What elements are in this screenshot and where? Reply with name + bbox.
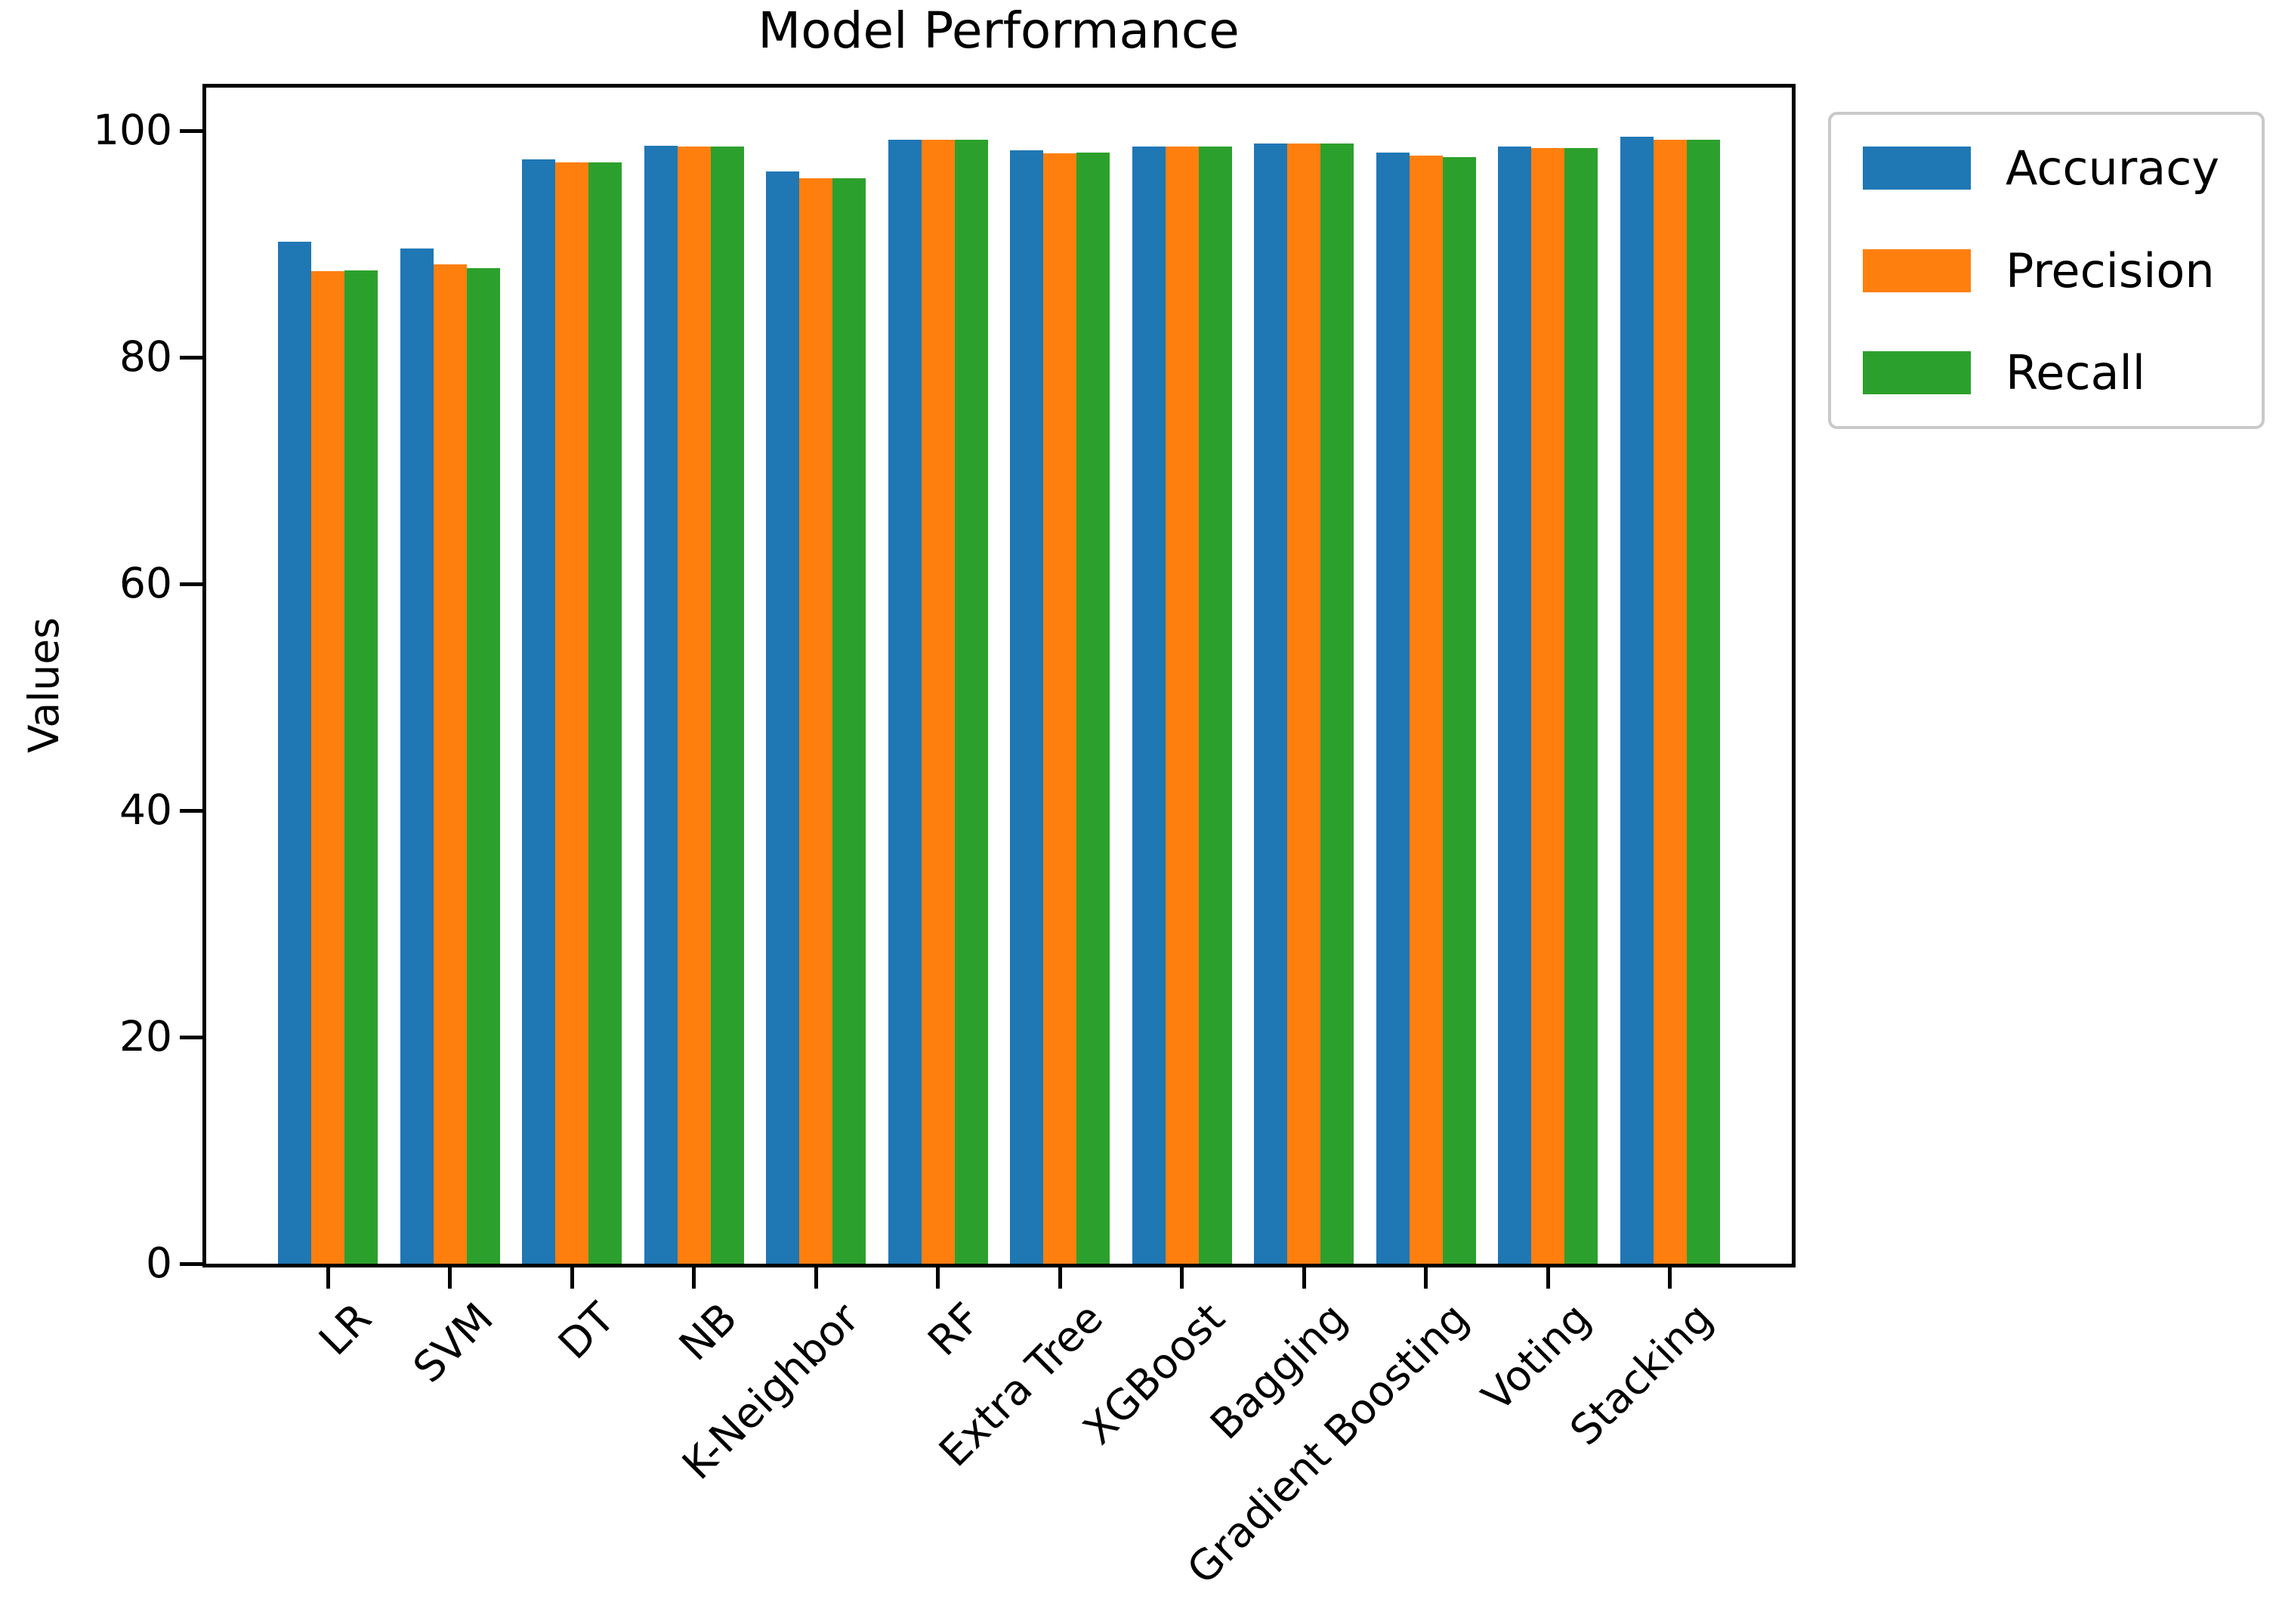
bar-precision-xgboost [1165, 147, 1199, 1264]
bar-accuracy-dt [522, 159, 556, 1264]
bar-accuracy-bagging [1254, 143, 1288, 1264]
bar-precision-k-neighbor [799, 178, 833, 1264]
y-tick-label: 60 [119, 559, 172, 607]
bar-recall-extra-tree [1076, 152, 1110, 1264]
bar-accuracy-voting [1498, 147, 1532, 1264]
bar-recall-bagging [1320, 143, 1354, 1264]
x-tick [692, 1267, 696, 1289]
y-tick-label: 100 [93, 106, 172, 154]
legend-label-precision: Precision [2006, 242, 2215, 298]
x-tick [814, 1267, 818, 1289]
bar-recall-gradient-boosting [1442, 156, 1476, 1264]
bar-recall-xgboost [1198, 147, 1232, 1264]
x-tick-label-rf: RF [918, 1293, 990, 1366]
legend-swatch-precision [1863, 249, 1971, 292]
y-tick-label: 0 [146, 1239, 172, 1287]
chart-title: Model Performance [758, 2, 1240, 60]
bar-precision-stacking [1653, 140, 1687, 1264]
legend-row-recall: Recall [1863, 345, 2230, 400]
legend-swatch-recall [1863, 351, 1971, 394]
bar-precision-dt [555, 162, 589, 1264]
x-tick [448, 1267, 452, 1289]
bar-precision-extra-tree [1043, 153, 1077, 1264]
bar-recall-lr [344, 270, 378, 1264]
x-tick-label-svm: SVM [403, 1293, 502, 1392]
x-tick-label-dt: DT [549, 1293, 625, 1369]
bar-precision-svm [433, 264, 467, 1264]
y-tick [180, 355, 202, 360]
legend-rows: Accuracy Precision Recall [1831, 115, 2262, 426]
bar-accuracy-stacking [1620, 136, 1654, 1264]
bar-accuracy-gradient-boosting [1376, 152, 1410, 1264]
bar-precision-gradient-boosting [1409, 156, 1443, 1264]
bar-precision-rf [921, 140, 955, 1264]
bar-precision-lr [311, 271, 345, 1264]
legend-label-recall: Recall [2006, 345, 2145, 400]
bar-accuracy-svm [400, 249, 434, 1264]
legend-row-precision: Precision [1863, 243, 2230, 298]
legend: Accuracy Precision Recall [1828, 112, 2265, 429]
bar-recall-nb [710, 147, 744, 1264]
bar-recall-k-neighbor [832, 178, 866, 1264]
x-tick [326, 1267, 330, 1289]
legend-label-accuracy: Accuracy [2006, 140, 2220, 196]
y-tick [180, 128, 202, 133]
bar-recall-stacking [1686, 140, 1720, 1264]
x-tick [1180, 1267, 1184, 1289]
x-tick [570, 1267, 574, 1289]
bar-recall-voting [1564, 147, 1598, 1264]
y-tick-label: 20 [119, 1012, 172, 1061]
x-tick [1546, 1267, 1550, 1289]
bar-precision-bagging [1287, 143, 1321, 1264]
x-tick-label-nb: NB [669, 1293, 746, 1370]
x-tick [1302, 1267, 1306, 1289]
y-tick [180, 1035, 202, 1039]
bar-recall-svm [466, 267, 500, 1264]
bar-accuracy-rf [888, 140, 922, 1264]
bar-precision-voting [1531, 147, 1565, 1264]
bar-recall-rf [954, 140, 988, 1264]
bar-recall-dt [588, 162, 622, 1264]
bar-accuracy-k-neighbor [766, 171, 800, 1264]
bar-accuracy-nb [644, 145, 678, 1264]
y-tick [180, 808, 202, 813]
x-tick [936, 1267, 940, 1289]
x-tick [1424, 1267, 1428, 1289]
x-tick [1668, 1267, 1672, 1289]
bar-accuracy-extra-tree [1010, 150, 1044, 1264]
y-tick [180, 1261, 202, 1266]
legend-swatch-accuracy [1863, 147, 1971, 190]
y-axis-label: Values [20, 617, 68, 753]
y-tick [180, 582, 202, 586]
legend-row-accuracy: Accuracy [1863, 140, 2230, 196]
y-tick-label: 80 [119, 332, 172, 381]
y-tick-label: 40 [119, 786, 172, 834]
bar-precision-nb [677, 147, 711, 1264]
x-tick-label-lr: LR [309, 1293, 381, 1365]
bar-accuracy-lr [278, 242, 312, 1264]
x-tick [1058, 1267, 1062, 1289]
bar-accuracy-xgboost [1132, 147, 1166, 1264]
